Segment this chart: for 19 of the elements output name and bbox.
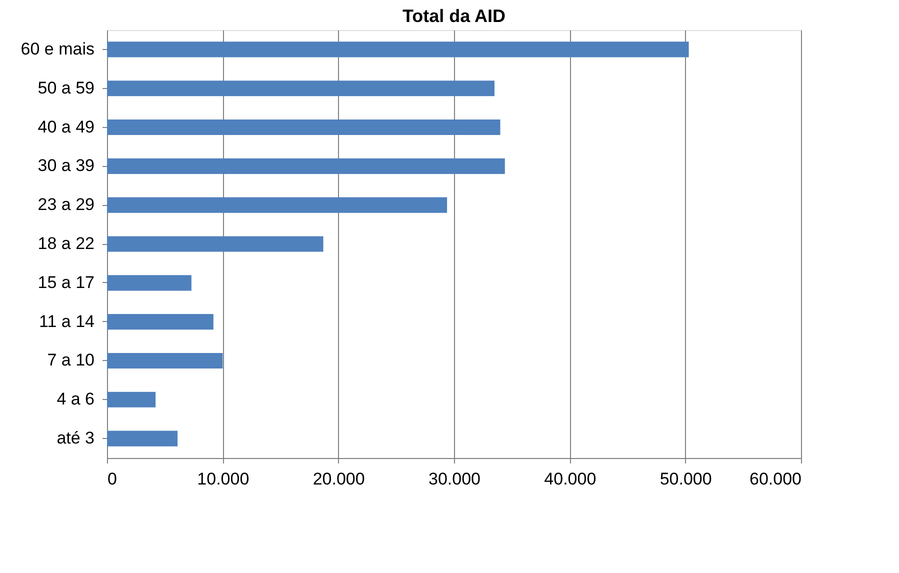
x-tick-label: 30.000	[428, 470, 480, 488]
x-tick-label: 50.000	[660, 470, 712, 488]
chart-title: Total da AID	[402, 6, 506, 26]
y-tick-label: 23 a 29	[38, 195, 94, 214]
y-tick-label: 40 a 49	[38, 117, 94, 136]
x-tick-label: 10.000	[197, 470, 250, 488]
y-tick-label: 30 a 39	[38, 156, 94, 176]
y-tick-label: até 3	[56, 428, 94, 448]
y-tick-label: 50 a 59	[38, 78, 94, 98]
y-tick-label: 18 a 22	[38, 234, 94, 253]
y-tick-label: 7 a 10	[47, 350, 94, 370]
y-tick-label: 15 a 17	[38, 272, 94, 292]
y-tick-label: 4 a 6	[56, 390, 94, 409]
x-tick-label: 60.000	[750, 470, 802, 488]
x-tick-label: 20.000	[312, 470, 365, 488]
y-tick-label: 60 e mais	[20, 39, 94, 58]
x-tick-label: 0	[108, 470, 117, 488]
y-tick-label: 11 a 14	[39, 312, 94, 331]
x-tick-label: 40.000	[544, 470, 596, 488]
